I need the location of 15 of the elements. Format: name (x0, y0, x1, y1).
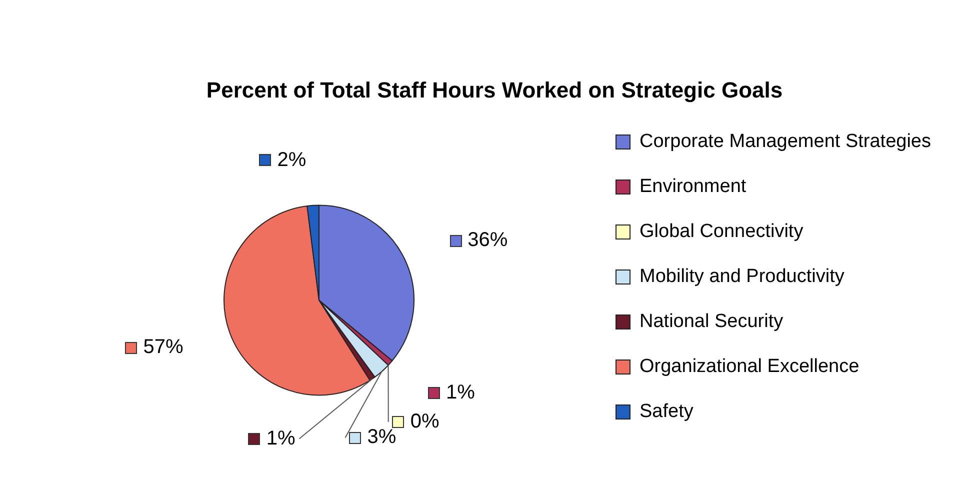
data-label: 36% (468, 229, 508, 252)
legend-label: Environment (640, 176, 747, 198)
data-label: 2% (277, 148, 306, 171)
legend-label: Corporate Management Strategies (640, 131, 932, 152)
text: 0% (410, 410, 440, 432)
data-label: 57% (143, 336, 184, 358)
data-label: 3% (367, 426, 396, 448)
legend-label: Safety (640, 401, 694, 422)
legend-label: Mobility and Productivity (640, 266, 845, 288)
data-label: 1% (446, 381, 476, 404)
legend-label: National Security (640, 311, 784, 332)
chart-title: Percent of Total Staff Hours Worked on Strategic Goals (206, 77, 783, 102)
legend-label: Global Connectivity (640, 221, 804, 242)
legend-label: Organizational Excellence (640, 356, 860, 378)
data-label: 1% (266, 427, 296, 450)
